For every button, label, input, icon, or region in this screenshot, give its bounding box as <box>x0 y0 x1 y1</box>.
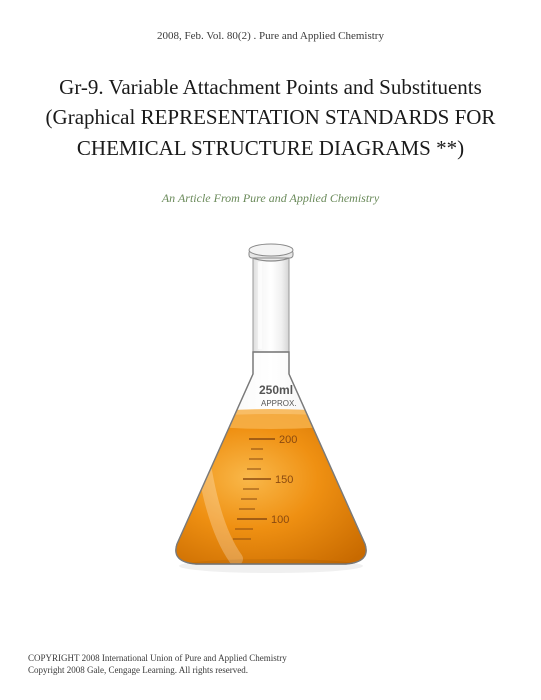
flask-label-250ml: 250ml <box>259 383 293 397</box>
article-title: Gr-9. Variable Attachment Points and Sub… <box>0 42 541 173</box>
copyright-line-1: COPYRIGHT 2008 International Union of Pu… <box>28 652 287 664</box>
erlenmeyer-flask-icon: 250ml APPROX. 200 150 100 <box>141 214 401 574</box>
flask-tick-150: 150 <box>275 474 293 486</box>
flask-tick-100: 100 <box>271 514 289 526</box>
header-citation: 2008, Feb. Vol. 80(2) . Pure and Applied… <box>0 0 541 42</box>
flask-label-approx: APPROX. <box>261 399 297 408</box>
flask-tick-200: 200 <box>279 434 297 446</box>
flask-illustration: 250ml APPROX. 200 150 100 <box>0 214 541 574</box>
copyright-line-2: Copyright 2008 Gale, Cengage Learning. A… <box>28 664 287 676</box>
copyright-block: COPYRIGHT 2008 International Union of Pu… <box>28 652 287 676</box>
article-subtitle: An Article From Pure and Applied Chemist… <box>0 173 541 206</box>
